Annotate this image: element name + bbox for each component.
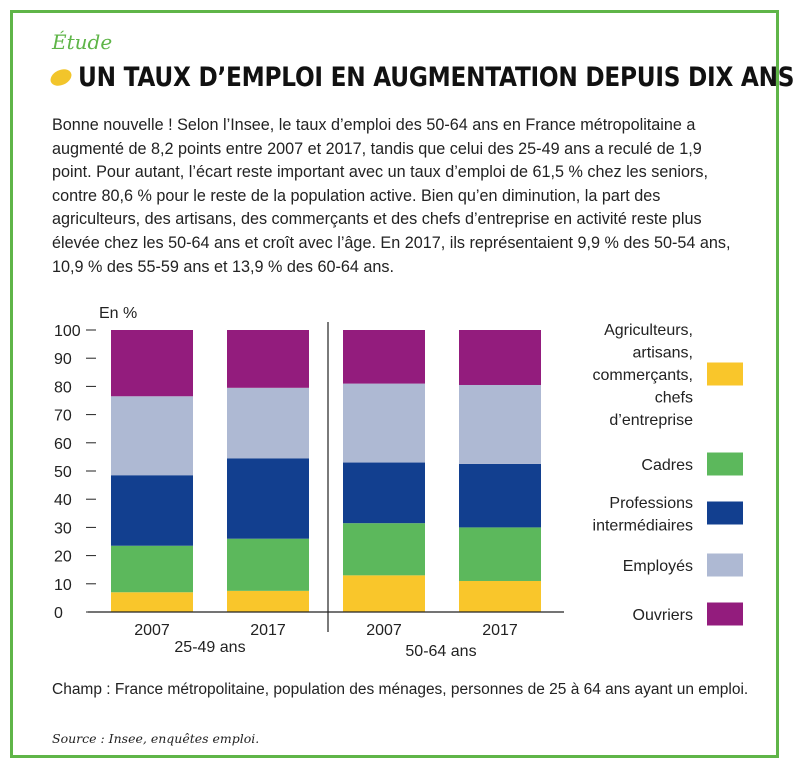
legend-label: Agriculteurs, (604, 322, 693, 339)
bar-segment (227, 387, 309, 459)
y-tick-label: 80 (54, 379, 72, 396)
bar-segment (227, 458, 309, 539)
y-tick-label: 0 (54, 605, 63, 622)
page-title: UN TAUX D’EMPLOI EN AUGMENTATION DEPUIS … (78, 62, 793, 93)
legend-swatch (707, 553, 743, 577)
y-axis-label: En % (99, 305, 137, 322)
group-label: 50-64 ans (405, 643, 476, 660)
legend-swatch (707, 602, 743, 626)
legend-label: Professions (609, 495, 693, 512)
intro-paragraph: Bonne nouvelle ! Selon l’Insee, le taux … (52, 116, 731, 276)
bars (111, 330, 541, 612)
bar-segment (343, 462, 425, 524)
title-row: UN TAUX D’EMPLOI EN AUGMENTATION DEPUIS … (47, 62, 793, 93)
y-tick-label: 60 (54, 436, 72, 453)
legend-swatch (707, 362, 743, 386)
bar-segment (343, 523, 425, 576)
bar-segment (343, 383, 425, 463)
section-label: Étude (52, 30, 113, 54)
legend: Agriculteurs, artisans, commerçants, chefs d… (593, 322, 743, 626)
y-tick-label: 30 (54, 520, 72, 537)
y-tick-label: 90 (54, 351, 72, 368)
bar-segment (459, 527, 541, 581)
x-tick-label: 2017 (250, 622, 286, 639)
bar-segment (111, 396, 193, 476)
scope-note: Champ : France métropolitaine, populatio… (52, 681, 749, 698)
y-tick-label: 10 (54, 577, 72, 594)
legend-label: chefs (655, 390, 693, 407)
bar-segment (111, 545, 193, 593)
legend-swatch (707, 501, 743, 525)
source-note: Source : Insee, enquêtes emploi. (52, 731, 260, 746)
y-tick-label: 100 (54, 323, 81, 340)
group-label: 25-49 ans (174, 639, 245, 656)
y-tick-label: 50 (54, 464, 72, 481)
legend-label: d’entreprise (609, 412, 693, 429)
y-axis-ticks: 0 10 20 30 40 50 60 70 80 90 100 (54, 323, 96, 622)
legend-label: Cadres (641, 457, 693, 474)
legend-label: Employés (623, 558, 693, 575)
bar-segment (459, 580, 541, 612)
legend-label: commerçants, (593, 367, 693, 384)
bar-segment (459, 463, 541, 528)
bar-segment (111, 475, 193, 546)
bar-segment (227, 538, 309, 591)
y-tick-label: 20 (54, 549, 72, 566)
bar-segment (459, 384, 541, 464)
x-tick-label: 2007 (366, 622, 402, 639)
legend-label: intermédiaires (593, 517, 693, 534)
legend-swatch (707, 452, 743, 476)
x-axis-ticks: 2007 2017 2007 2017 (134, 622, 518, 639)
bar-segment (111, 592, 193, 612)
y-tick-label: 40 (54, 492, 72, 509)
legend-label: artisans, (633, 345, 693, 362)
bar-segment (343, 575, 425, 612)
group-labels: 25-49 ans 50-64 ans (174, 639, 476, 660)
bar-segment (459, 330, 541, 385)
y-tick-label: 70 (54, 408, 72, 425)
legend-label: Ouvriers (633, 607, 693, 624)
x-tick-label: 2017 (482, 622, 518, 639)
x-tick-label: 2007 (134, 622, 170, 639)
bar-segment (111, 330, 193, 397)
intro-text: Bonne nouvelle ! Selon l’Insee, le taux … (52, 114, 732, 279)
bar-segment (343, 330, 425, 384)
bar-segment (227, 330, 309, 388)
bar-segment (227, 590, 309, 612)
